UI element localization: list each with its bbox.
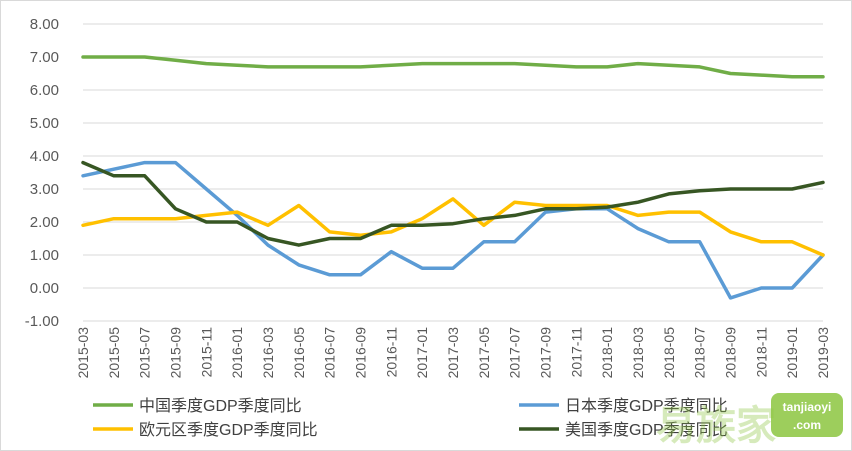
- legend-label: 中国季度GDP季度同比: [139, 397, 302, 415]
- legend-label: 日本季度GDP季度同比: [565, 397, 728, 415]
- x-tick-label: 2017-03: [445, 327, 461, 379]
- x-tick-label: 2018-03: [630, 327, 646, 379]
- series-line-1: [81, 160, 825, 300]
- x-tick-label: 2018-05: [661, 327, 677, 379]
- x-tick-label: 2015-07: [137, 327, 153, 379]
- x-tick-label: 2017-11: [568, 327, 584, 378]
- x-tick-label: 2017-01: [414, 327, 430, 379]
- series-line-0: [81, 55, 825, 79]
- watermark-badge: [771, 393, 843, 437]
- x-tick-label: 2017-09: [538, 327, 554, 379]
- y-tick-label: 4.00: [30, 148, 59, 165]
- x-tick-label: 2017-07: [507, 327, 523, 379]
- series-line-3: [81, 160, 825, 247]
- x-tick-label: 2019-03: [815, 327, 831, 379]
- y-tick-label: 0.00: [30, 280, 59, 297]
- y-tick-label: 7.00: [30, 49, 59, 66]
- x-tick-label: 2016-07: [322, 327, 338, 379]
- y-tick-label: 1.00: [30, 247, 59, 264]
- y-axis-ticks: 8.00 7.00 6.00 5.00 4.00 3.00 2.00 1.00 0.00 -1.0…: [25, 16, 59, 330]
- y-tick-label: 3.00: [30, 181, 59, 198]
- legend-label: 欧元区季度GDP季度同比: [139, 421, 318, 439]
- series-line-2: [81, 197, 825, 257]
- x-tick-label: 2018-09: [723, 327, 739, 379]
- y-tick-label: -1.00: [25, 313, 59, 330]
- watermark-subtext-2: .com: [793, 418, 821, 432]
- x-tick-label: 2019-01: [784, 327, 800, 379]
- legend-label: 美国季度GDP季度同比: [565, 421, 728, 439]
- y-tick-label: 5.00: [30, 115, 59, 132]
- x-tick-label: 2018-01: [599, 327, 615, 379]
- watermark-text: 易族家: [656, 404, 776, 448]
- x-tick-label: 2016-09: [353, 327, 369, 379]
- series-lines: [81, 55, 825, 300]
- watermark: 易族家 tanjiaoyi .com: [656, 393, 843, 448]
- watermark-subtext-1: tanjiaoyi: [783, 400, 832, 414]
- x-tick-label: 2015-11: [198, 327, 214, 378]
- x-tick-label: 2018-07: [692, 327, 708, 379]
- x-tick-label: 2017-05: [476, 327, 492, 379]
- y-tick-label: 6.00: [30, 82, 59, 99]
- y-tick-label: 8.00: [30, 16, 59, 33]
- y-tick-label: 2.00: [30, 214, 59, 231]
- x-tick-label: 2015-05: [106, 327, 122, 379]
- x-tick-label: 2018-11: [753, 327, 769, 378]
- x-tick-label: 2016-05: [291, 327, 307, 379]
- x-tick-label: 2015-03: [75, 327, 91, 379]
- x-tick-label: 2016-01: [229, 327, 245, 379]
- x-tick-label: 2016-03: [260, 327, 276, 379]
- x-tick-label: 2016-11: [383, 327, 399, 378]
- x-axis-ticks: 2015-03 2015-05 2015-07 2015-09 2015-11 2016-…: [75, 327, 831, 379]
- x-tick-label: 2015-09: [168, 327, 184, 379]
